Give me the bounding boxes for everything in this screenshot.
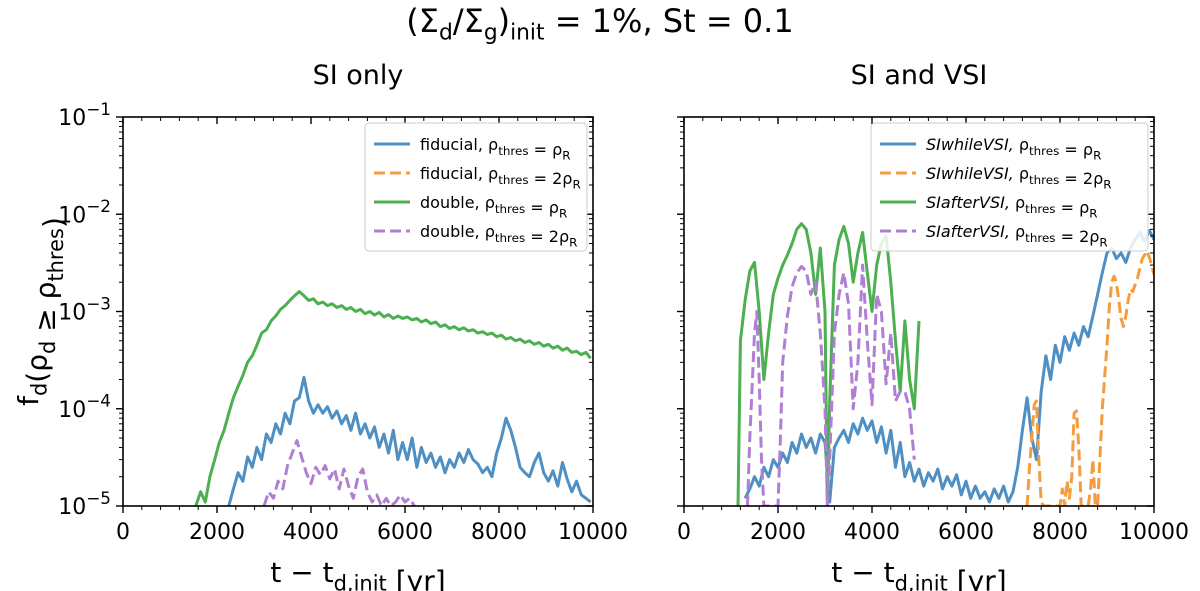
series-line-3: [194, 290, 592, 506]
x-axis-label: t − td,init [yr]: [270, 556, 445, 591]
x-tick-label: 8000: [1032, 520, 1088, 545]
x-tick-label: 2000: [750, 520, 806, 545]
x-tick-label: 0: [677, 520, 691, 545]
legend-label: SIwhileVSI, ρthres = ρR: [926, 135, 1101, 163]
series-line-4: [262, 439, 416, 506]
legend-label: double, ρthres = 2ρR: [420, 222, 577, 250]
legend-label: SIwhileVSI, ρthres = 2ρR: [926, 164, 1112, 192]
x-axis-label: t − td,init [yr]: [831, 556, 1006, 591]
x-tick-label: 4000: [844, 520, 900, 545]
series-line-4: [746, 263, 916, 506]
series-line-1: [743, 229, 1154, 504]
right-panel: 0 2000 4000 6000 8000 10000 t − td,init [yr] SI…: [677, 116, 1189, 591]
figure-suptitle: (Σd/Σg)init = 1%, St = 0.1: [406, 2, 794, 46]
y-tick-label: 10−4: [58, 391, 111, 423]
left-panel-title: SI only: [312, 60, 404, 91]
x-tick-label: 8000: [471, 520, 527, 545]
x-tick-label: 2000: [189, 520, 245, 545]
x-tick-label: 0: [116, 520, 130, 545]
right-panel-title: SI and VSI: [850, 60, 988, 91]
x-tick-label: 10000: [1119, 520, 1189, 545]
x-tick-label: 6000: [377, 520, 433, 545]
y-tick-label: 10−5: [58, 488, 111, 520]
y-axis-label: fd(ρd ≥ ρthres): [12, 217, 70, 406]
legend-label: double, ρthres = ρR: [420, 193, 567, 221]
series-line-3: [736, 222, 921, 506]
y-tick-label: 10−3: [58, 293, 111, 325]
y-tick-label: 10−2: [58, 196, 111, 228]
legend-label: SIafterVSI, ρthres = ρR: [926, 193, 1098, 221]
x-tick-label: 4000: [283, 520, 339, 545]
x-tick-label: 10000: [558, 520, 628, 545]
series-line-2: [1025, 249, 1154, 506]
y-tick-label: 10−1: [58, 99, 111, 131]
x-tick-label: 6000: [938, 520, 994, 545]
left-panel: 0 2000 4000 6000 8000 10000 10−5 10−4 10−3 10−2 10…: [12, 99, 628, 591]
series-line-1: [227, 375, 592, 506]
legend-label: fiducial, ρthres = ρR: [420, 135, 571, 163]
legend-label: SIafterVSI, ρthres = 2ρR: [926, 222, 1108, 250]
legend-label: fiducial, ρthres = 2ρR: [420, 164, 581, 192]
